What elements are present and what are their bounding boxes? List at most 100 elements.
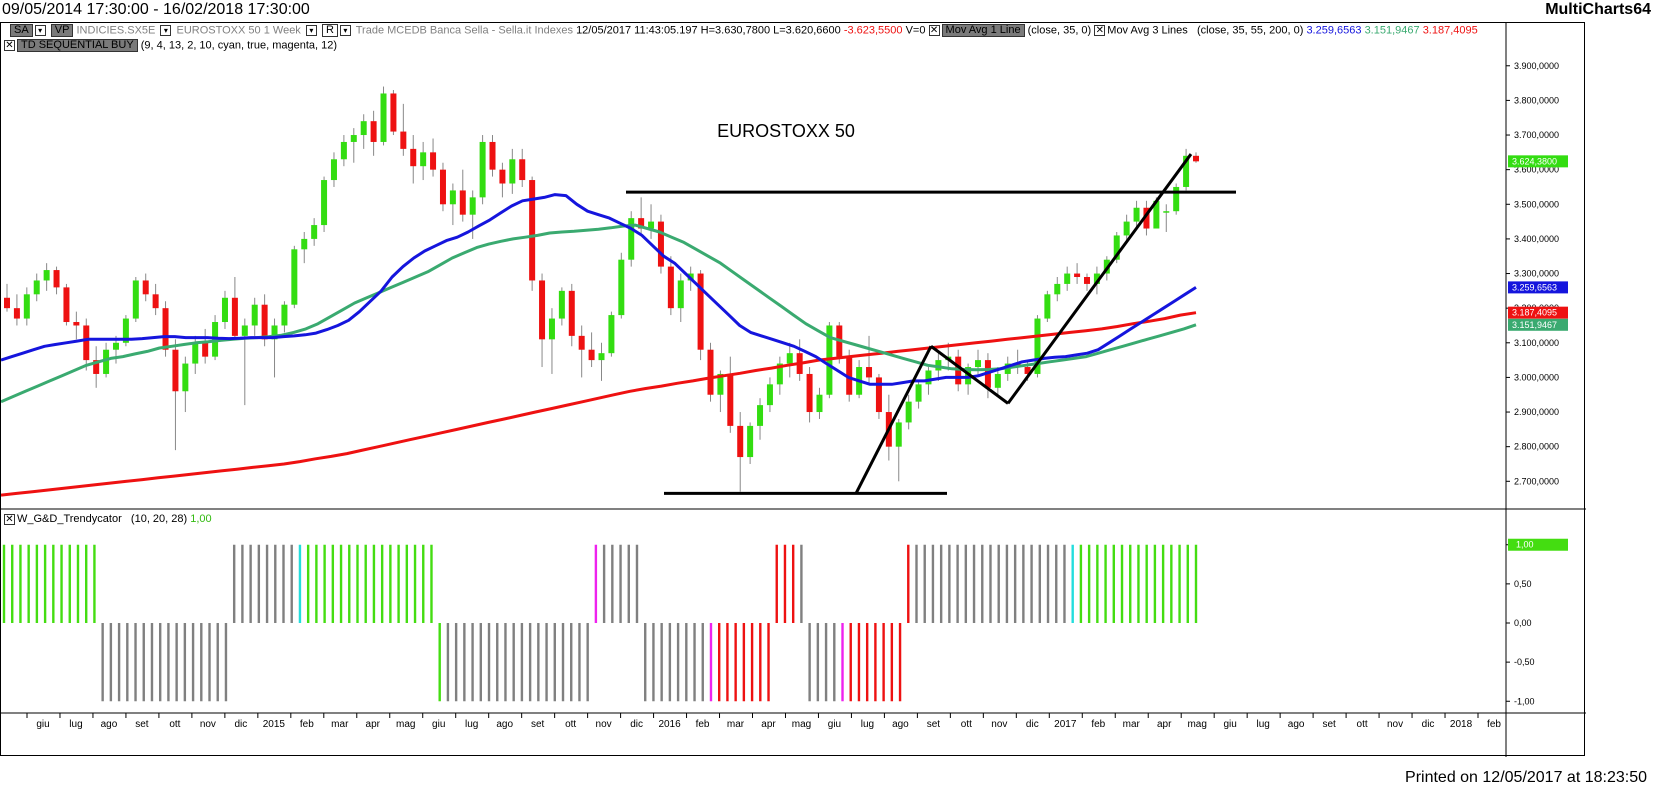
time-tick-label: mar	[331, 719, 349, 730]
price-tick-label: 3.600,0000	[1514, 165, 1559, 175]
app-brand: MultiCharts64	[1545, 1, 1651, 18]
time-tick-label: nov	[596, 719, 612, 730]
close-indicator2-icon[interactable]: ✕	[1094, 25, 1106, 36]
trend-bar	[545, 623, 548, 702]
price-tick-label: 3.000,0000	[1514, 372, 1559, 382]
candle-up	[103, 349, 110, 374]
time-tick-label: set	[1322, 719, 1336, 730]
trend-bar	[907, 544, 910, 623]
candle-down	[588, 349, 595, 361]
sa-dropdown-icon[interactable]: ▾	[34, 25, 46, 36]
candle-down	[657, 221, 664, 267]
candle-down	[390, 93, 397, 132]
trend-bar	[282, 544, 285, 623]
indicator-tick-label: 0,00	[1514, 618, 1532, 628]
chart-window[interactable]: 3.900,0000 3.800,0000 3.700,0000 3.600,0000…	[0, 22, 1586, 757]
r-dropdown-icon[interactable]: ▾	[339, 25, 351, 36]
candle-up	[509, 159, 516, 184]
candle-up	[618, 259, 625, 316]
volume-value: V=0	[905, 24, 926, 37]
close-indicator1-icon[interactable]: ✕	[928, 25, 940, 36]
price-tick-label: 2.800,0000	[1514, 442, 1559, 452]
pattern-line-2	[930, 345, 1009, 405]
indicator2-name: Mov Avg 3 Lines	[1107, 24, 1188, 37]
trend-bar	[1038, 544, 1042, 623]
trend-bar	[570, 623, 573, 702]
pattern-line-3	[1006, 153, 1193, 405]
trend-bar	[972, 544, 976, 623]
candle-down	[875, 377, 882, 413]
time-tick-label: ott	[169, 719, 180, 730]
candle-up	[766, 384, 773, 406]
time-tick-label: lug	[465, 719, 478, 730]
candle-up	[33, 280, 40, 295]
candle-down	[261, 304, 268, 340]
candle-up	[380, 93, 387, 142]
trend-bar	[857, 623, 861, 702]
close-trendycator-icon[interactable]: ✕	[4, 513, 15, 525]
trend-bar	[1145, 544, 1148, 623]
r-button[interactable]: R	[321, 24, 338, 37]
chart-canvas[interactable]: 3.900,0000 3.800,0000 3.700,0000 3.600,0000…	[1, 23, 1586, 757]
candle-down	[430, 152, 437, 170]
candle-up	[1153, 200, 1160, 229]
candle-up	[994, 373, 1001, 388]
candle-down	[1084, 277, 1091, 284]
trend-bar	[183, 623, 187, 702]
trendycator-params: (10, 20, 28)	[130, 513, 188, 525]
indicator1-params: (close, 35, 0)	[1027, 24, 1092, 37]
candle-up	[757, 405, 764, 426]
ma55-marker: 3.151,9467	[1512, 320, 1557, 330]
candle-down	[162, 308, 169, 350]
trend-bar	[997, 544, 1000, 623]
trend-bar	[1063, 544, 1066, 623]
sa-button[interactable]: SA	[10, 24, 33, 37]
time-tick-label: dic	[630, 719, 643, 730]
candle-up	[449, 190, 456, 205]
ma200-marker: 3.187,4095	[1512, 308, 1557, 318]
trend-bar	[19, 544, 22, 623]
time-tick-label: nov	[1387, 719, 1403, 730]
candle-up	[677, 280, 684, 309]
td-tag[interactable]: TD SEQUENTIAL BUY	[17, 39, 138, 52]
td-params: (9, 4, 13, 2, 10, cyan, true, magenta, 1…	[140, 39, 338, 52]
trend-bar	[1087, 544, 1091, 623]
trend-bar	[101, 623, 104, 702]
candle-down	[1143, 207, 1150, 229]
vp-button[interactable]: VP	[50, 24, 74, 37]
trend-bar	[191, 623, 195, 702]
candle-down	[172, 349, 179, 392]
trend-bar	[380, 544, 384, 623]
time-tick-label: set	[135, 719, 149, 730]
candle-down	[4, 297, 10, 309]
trend-bar	[76, 544, 80, 623]
candle-down	[1024, 367, 1031, 374]
trend-bar	[611, 544, 614, 623]
trend-bar	[956, 544, 959, 623]
candle-down	[231, 297, 238, 336]
trend-bar	[43, 544, 47, 623]
indicator1-tag[interactable]: Mov Avg 1 Line	[941, 24, 1025, 37]
ma35-marker-bg	[1508, 281, 1568, 294]
trend-bar	[413, 544, 417, 623]
time-tick-label: 2017	[1054, 719, 1077, 730]
candle-up	[786, 353, 793, 364]
trend-bar	[397, 544, 400, 623]
time-tick-label: dic	[234, 719, 247, 730]
time-tick-label: giu	[1224, 719, 1237, 730]
close-td-icon[interactable]: ✕	[4, 40, 15, 51]
symbol-dropdown-icon[interactable]: ▾	[160, 25, 172, 36]
candle-up	[1173, 186, 1180, 212]
trend-bar	[52, 544, 55, 623]
candle-down	[846, 356, 853, 395]
resolution-dropdown-icon[interactable]: ▾	[305, 25, 317, 36]
price-tick-label: 3.300,0000	[1514, 269, 1559, 279]
trend-bar	[68, 544, 71, 623]
trend-bar	[865, 623, 869, 702]
time-tick-label: 2015	[263, 719, 286, 730]
candle-down	[73, 322, 80, 326]
candle-up	[648, 221, 655, 229]
trend-bar	[479, 623, 482, 702]
candle-up	[221, 297, 228, 323]
trend-bar	[241, 544, 244, 623]
